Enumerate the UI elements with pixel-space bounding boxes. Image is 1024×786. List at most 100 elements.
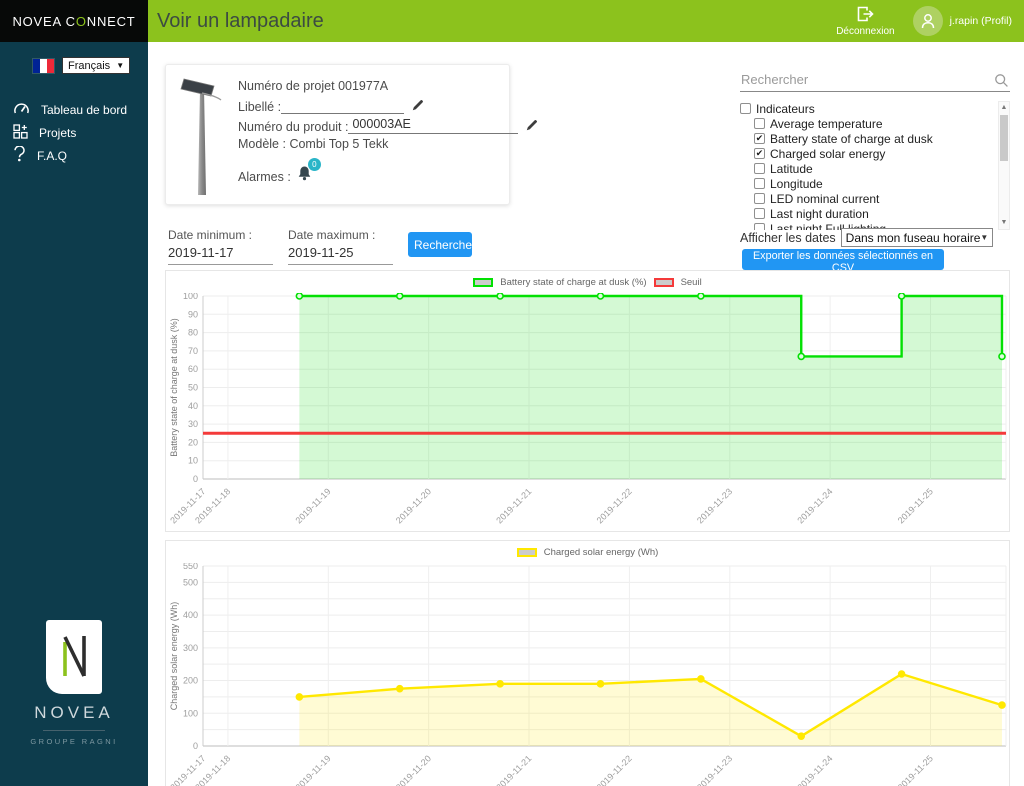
legend-swatch bbox=[516, 547, 537, 557]
indicator-item-longitude[interactable]: Longitude bbox=[740, 176, 996, 191]
data-point-marker bbox=[395, 293, 404, 300]
display-dates-row: Afficher les dates Dans mon fuseau horai… bbox=[740, 228, 994, 247]
indicator-item-indicateurs[interactable]: Indicateurs bbox=[740, 101, 996, 116]
indicator-item-last-night-duration[interactable]: Last night duration bbox=[740, 206, 996, 221]
libelle-label: Libellé : bbox=[238, 100, 282, 114]
search-button[interactable]: Rechercher bbox=[408, 232, 476, 257]
x-tick-label: 2019-11-25 bbox=[896, 486, 935, 525]
edit-libelle-icon[interactable] bbox=[412, 99, 424, 114]
indicators-panel: Indicateurs Average temperature ✔ Battery s… bbox=[740, 101, 1010, 230]
search-input[interactable] bbox=[740, 70, 1010, 92]
checkbox[interactable]: ✔ bbox=[754, 148, 765, 159]
legend-swatch bbox=[653, 277, 674, 287]
export-csv-button[interactable]: Exporter les données sélectionnés en CSV bbox=[742, 249, 944, 274]
logo-subtext: GROUPE RAGNI bbox=[30, 737, 118, 746]
indicator-label: Charged solar energy bbox=[770, 146, 886, 161]
scroll-up-icon[interactable]: ▲ bbox=[1000, 104, 1008, 111]
avatar bbox=[912, 6, 943, 36]
data-point-marker bbox=[697, 293, 705, 300]
gauge-icon bbox=[13, 101, 30, 119]
checkbox[interactable] bbox=[740, 103, 751, 114]
scrollbar-thumb[interactable] bbox=[1000, 115, 1008, 161]
scroll-down-icon[interactable]: ▼ bbox=[1000, 219, 1008, 226]
header-actions: Déconnexion j.rapin (Profil) bbox=[836, 5, 1024, 37]
y-tick-label: 30 bbox=[188, 419, 198, 429]
product-number-label: Numéro du produit : bbox=[238, 120, 349, 134]
indicator-item-led-nominal-current[interactable]: LED nominal current bbox=[740, 191, 996, 206]
sidebar: Français ▼ Tableau de bord Projets F.A.Q NO… bbox=[0, 42, 148, 786]
indicator-item-last-night-full-lighting[interactable]: Last night Full lighting bbox=[740, 221, 996, 230]
series-line bbox=[299, 294, 1004, 358]
x-tick-label: 2019-11-22 bbox=[595, 753, 634, 786]
x-tick-label: 2019-11-23 bbox=[695, 486, 734, 525]
product-number-input[interactable] bbox=[348, 117, 519, 134]
data-point-marker bbox=[697, 675, 705, 683]
sidebar-item-f-a-q[interactable]: F.A.Q bbox=[0, 144, 148, 167]
legend-label: Charged solar energy (Wh) bbox=[543, 546, 659, 558]
checkbox[interactable] bbox=[754, 163, 765, 174]
sidebar-item-projets[interactable]: Projets bbox=[0, 121, 148, 144]
checkbox[interactable] bbox=[754, 118, 765, 129]
y-tick-label: 10 bbox=[188, 456, 198, 466]
checkbox[interactable]: ✔ bbox=[754, 133, 765, 144]
indicator-label: LED nominal current bbox=[770, 191, 880, 206]
checkbox[interactable] bbox=[754, 193, 765, 204]
x-tick-label: 2019-11-24 bbox=[795, 486, 834, 525]
x-tick-label: 2019-11-23 bbox=[695, 753, 734, 786]
date-min-input[interactable] bbox=[168, 244, 273, 265]
main-content: Numéro de projet 001977A Libellé : Numér… bbox=[148, 42, 1024, 786]
checkbox[interactable] bbox=[754, 208, 765, 219]
search-field-wrap bbox=[740, 70, 1010, 92]
data-point-marker bbox=[496, 680, 504, 688]
brand-logo[interactable]: NOVEA CONNECT bbox=[0, 0, 148, 42]
logout-label: Déconnexion bbox=[836, 26, 895, 37]
language-select[interactable]: Français ▼ bbox=[62, 57, 131, 74]
indicator-label: Longitude bbox=[770, 176, 823, 191]
y-tick-label: 550 bbox=[183, 563, 198, 571]
y-tick-label: 100 bbox=[183, 708, 198, 718]
indicator-item-average-temperature[interactable]: Average temperature bbox=[740, 116, 996, 131]
y-tick-label: 70 bbox=[188, 346, 198, 356]
search-icon bbox=[994, 73, 1009, 93]
date-max-group: Date maximum : bbox=[288, 228, 393, 265]
series-area bbox=[299, 674, 1002, 746]
x-tick-label: 2019-11-22 bbox=[595, 486, 634, 525]
sidebar-item-label: Projets bbox=[39, 125, 77, 140]
y-tick-label: 0 bbox=[193, 741, 198, 751]
date-max-input[interactable] bbox=[288, 244, 393, 265]
legend-swatch bbox=[473, 277, 494, 287]
streetlight-image bbox=[176, 73, 230, 202]
date-min-group: Date minimum : bbox=[168, 228, 273, 265]
battery-chart-legend: Battery state of charge at dusk (%) Seuil bbox=[166, 271, 1009, 293]
y-axis-title: Battery state of charge at dusk (%) bbox=[169, 318, 179, 457]
chevron-down-icon: ▼ bbox=[980, 233, 989, 242]
logout-button[interactable]: Déconnexion bbox=[836, 5, 895, 37]
logo-divider bbox=[43, 730, 105, 731]
indicators-scrollbar[interactable]: ▲ ▼ bbox=[998, 101, 1010, 230]
data-point-marker bbox=[596, 293, 605, 300]
y-tick-label: 100 bbox=[183, 293, 198, 301]
logout-icon bbox=[855, 5, 875, 26]
alarm-bell-icon[interactable]: 0 bbox=[297, 158, 321, 184]
indicator-item-latitude[interactable]: Latitude bbox=[740, 161, 996, 176]
timezone-select[interactable]: Dans mon fuseau horaire ▼ bbox=[840, 228, 994, 247]
x-tick-label: 2019-11-24 bbox=[795, 753, 834, 786]
edit-product-number-icon[interactable] bbox=[526, 119, 538, 134]
x-tick-label: 2019-11-19 bbox=[294, 486, 333, 525]
project-number-label: Numéro de projet bbox=[238, 79, 335, 93]
checkbox[interactable] bbox=[754, 178, 765, 189]
brand-text: NOVEA CONNECT bbox=[12, 13, 136, 29]
indicator-item-charged-solar-energy[interactable]: ✔ Charged solar energy bbox=[740, 146, 996, 161]
faq-icon bbox=[13, 145, 26, 165]
data-point-marker bbox=[998, 701, 1006, 709]
x-tick-label: 2019-11-20 bbox=[394, 486, 433, 525]
data-point-marker bbox=[998, 352, 1006, 361]
sidebar-item-tableau-de-bord[interactable]: Tableau de bord bbox=[0, 98, 148, 121]
user-profile[interactable]: j.rapin (Profil) bbox=[912, 6, 1012, 36]
libelle-input[interactable] bbox=[281, 97, 405, 114]
x-tick-label: 2019-11-19 bbox=[294, 753, 333, 786]
checkbox[interactable] bbox=[754, 223, 765, 230]
indicator-label: Average temperature bbox=[770, 116, 883, 131]
indicator-item-battery-state-of-charge-at-dusk[interactable]: ✔ Battery state of charge at dusk bbox=[740, 131, 996, 146]
